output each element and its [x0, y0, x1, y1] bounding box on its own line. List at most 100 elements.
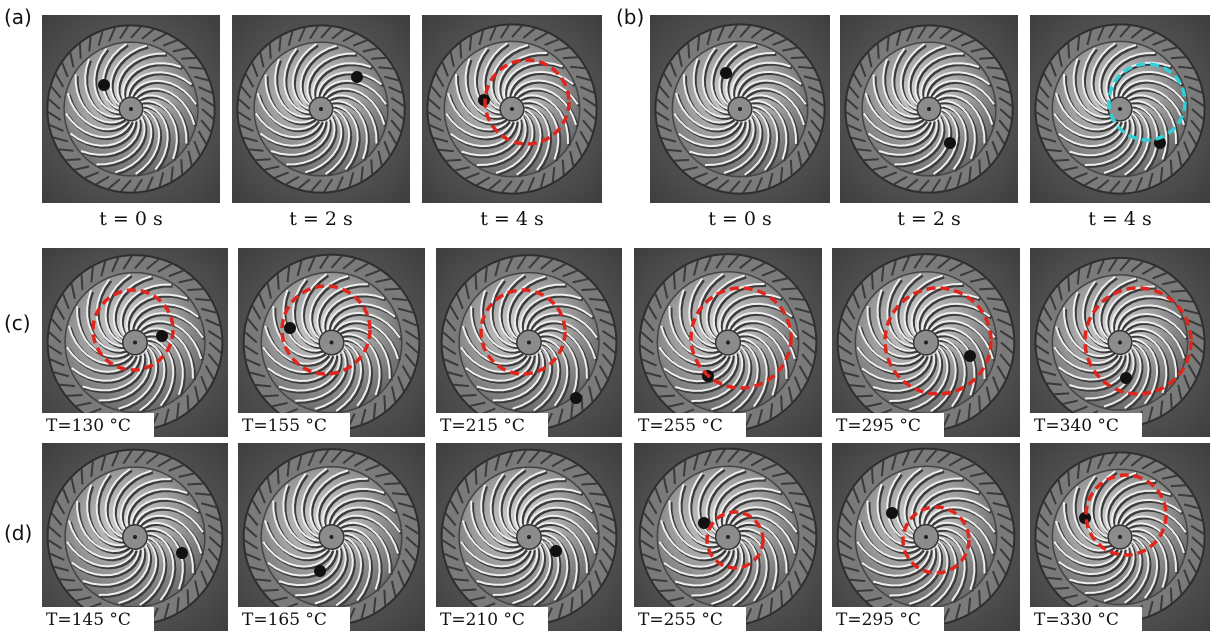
temperature-caption: T=340 °C	[1034, 416, 1119, 436]
ring-tooth	[384, 590, 385, 606]
ring-tooth	[263, 395, 279, 396]
ring-tooth	[67, 395, 83, 396]
photo: T=330 °C	[1030, 443, 1210, 631]
hub-center	[129, 107, 133, 111]
ring-tooth	[188, 484, 204, 485]
ring-tooth	[476, 469, 477, 485]
ring-tooth	[1171, 160, 1172, 175]
ring-tooth	[476, 274, 477, 290]
hub-center	[330, 535, 334, 539]
ring-tooth	[872, 468, 873, 484]
ring-tooth	[1171, 393, 1172, 408]
particle	[156, 330, 168, 342]
ring-tooth	[872, 274, 873, 290]
particle	[550, 545, 562, 557]
ring-tooth	[979, 159, 980, 174]
ring-tooth	[80, 44, 81, 59]
ring-tooth	[82, 469, 83, 485]
hub-center	[510, 107, 514, 111]
temperature-caption: T=155 °C	[242, 416, 327, 436]
temperature-caption: T=295 °C	[836, 416, 921, 436]
photo: T=165 °C	[238, 443, 425, 631]
ring-tooth	[67, 590, 83, 591]
temperature-caption: T=130 °C	[46, 416, 131, 436]
time-caption: t = 0 s	[708, 208, 772, 230]
ring-tooth	[659, 590, 675, 591]
time-caption: t = 2 s	[289, 208, 353, 230]
ring-tooth	[188, 590, 189, 606]
ring-tooth	[263, 590, 279, 591]
ring-tooth	[979, 483, 995, 484]
hub-center	[924, 535, 928, 539]
hub-center	[319, 107, 323, 111]
ring-tooth	[1171, 57, 1186, 58]
temperature-caption: T=165 °C	[242, 610, 327, 630]
hub-center	[1118, 107, 1122, 111]
time-caption: t = 4 s	[1088, 208, 1152, 230]
ring-tooth	[979, 58, 994, 59]
temperature-caption: T=255 °C	[638, 416, 723, 436]
hub-center	[1118, 535, 1122, 539]
hub-center	[726, 535, 730, 539]
ring-tooth	[1054, 160, 1069, 161]
ring-tooth	[384, 289, 400, 290]
ring-tooth	[781, 288, 797, 289]
hub-center	[133, 341, 137, 345]
temperature-caption: T=330 °C	[1034, 610, 1119, 630]
photo: T=255 °C	[634, 443, 822, 631]
ring-tooth	[674, 160, 689, 161]
hub-center	[738, 107, 742, 111]
temperature-caption: T=295 °C	[836, 610, 921, 630]
ring-tooth	[181, 159, 182, 174]
panel-label: (d)	[4, 521, 32, 545]
temperature-caption: T=255 °C	[638, 610, 723, 630]
temperature-caption: T=145 °C	[46, 610, 131, 630]
particle	[314, 565, 326, 577]
ring-tooth	[461, 590, 477, 591]
hub-center	[330, 341, 334, 345]
time-caption: t = 2 s	[897, 208, 961, 230]
ring-tooth	[66, 159, 81, 160]
photo: T=210 °C	[436, 443, 622, 631]
ring-tooth	[371, 58, 386, 59]
ring-tooth	[878, 44, 879, 59]
ring-tooth	[688, 43, 689, 58]
ring-tooth	[1171, 291, 1186, 292]
ring-tooth	[1171, 588, 1172, 603]
particle	[1120, 372, 1132, 384]
ring-tooth	[270, 44, 271, 59]
photo	[1030, 15, 1210, 203]
photo	[232, 15, 410, 203]
photo	[840, 15, 1018, 203]
ring-tooth	[461, 395, 477, 396]
ring-tooth	[1068, 471, 1069, 486]
particle	[351, 71, 363, 83]
photo: T=340 °C	[1030, 248, 1210, 437]
particle	[98, 79, 110, 91]
photo: T=215 °C	[436, 248, 622, 437]
photo: T=295 °C	[832, 443, 1020, 631]
panel-label: (c)	[4, 311, 31, 335]
ring-tooth	[582, 289, 598, 290]
ring-tooth	[82, 274, 83, 290]
particle	[176, 547, 188, 559]
ring-tooth	[659, 396, 675, 397]
ring-tooth	[864, 159, 879, 160]
ring-tooth	[979, 288, 995, 289]
ring-tooth	[371, 159, 372, 174]
ring-tooth	[1171, 485, 1186, 486]
ring-tooth	[582, 590, 583, 606]
hub-center	[726, 341, 730, 345]
ring-tooth	[1068, 277, 1069, 292]
ring-tooth	[460, 43, 461, 58]
particle	[720, 67, 732, 79]
ring-tooth	[781, 590, 782, 606]
ring-tooth	[384, 483, 400, 484]
ring-tooth	[791, 160, 792, 175]
ring-tooth	[256, 159, 271, 160]
ring-tooth	[857, 590, 873, 591]
photo: T=255 °C	[634, 248, 822, 437]
particle	[886, 507, 898, 519]
ring-tooth	[781, 483, 797, 484]
ring-tooth	[791, 57, 806, 58]
